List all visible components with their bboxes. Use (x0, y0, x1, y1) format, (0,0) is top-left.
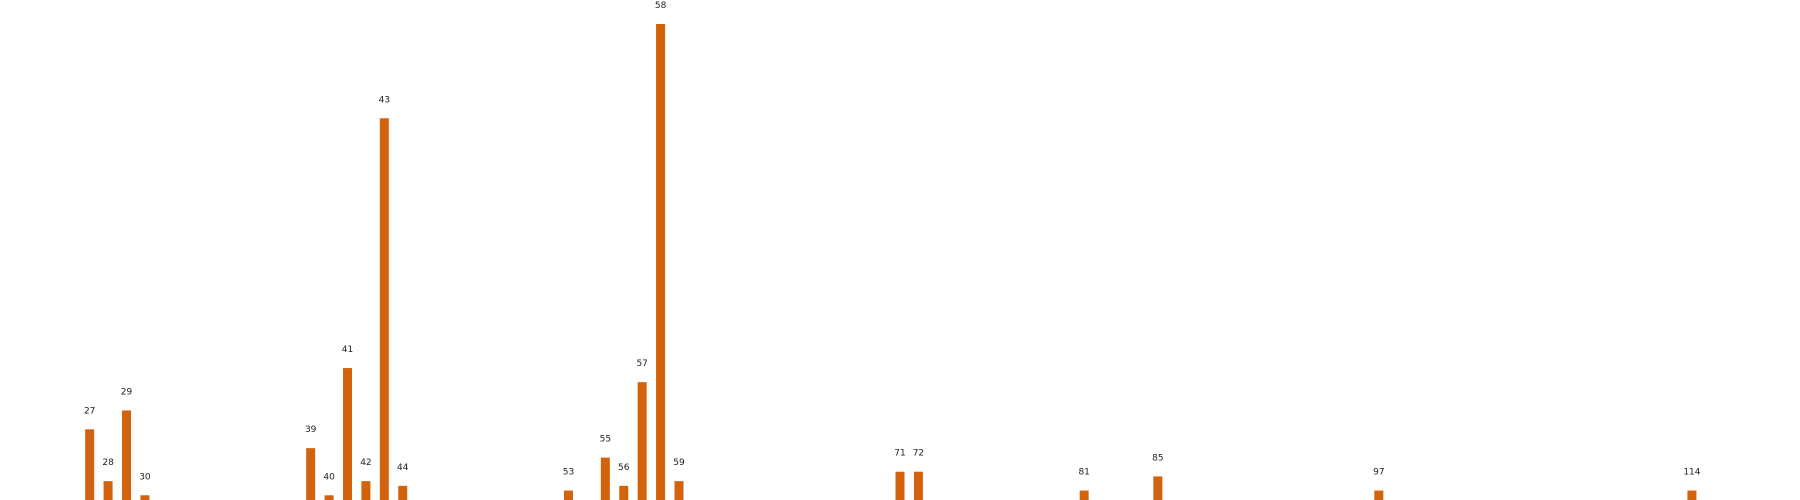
bar-56 (619, 485, 629, 500)
bar-label-40: 40 (323, 472, 335, 482)
bar-label-55: 55 (600, 435, 611, 445)
bar-label-97: 97 (1373, 468, 1384, 478)
bar-39 (306, 448, 316, 500)
bar-label-85: 85 (1152, 453, 1163, 463)
bar-label-53: 53 (563, 468, 574, 478)
bar-label-44: 44 (397, 463, 409, 473)
bar-81 (1079, 490, 1089, 500)
bar-label-29: 29 (121, 387, 133, 397)
bar-label-43: 43 (379, 95, 390, 105)
bar-label-58: 58 (655, 1, 667, 11)
bar-27 (85, 429, 95, 500)
bar-label-71: 71 (894, 449, 905, 459)
bar-label-27: 27 (84, 406, 95, 416)
bar-label-72: 72 (913, 449, 924, 459)
bar-55 (600, 457, 610, 500)
bar-29 (122, 410, 131, 500)
bar-53 (564, 490, 573, 500)
bar-43 (379, 118, 389, 500)
bar-97 (1374, 490, 1384, 500)
bar-label-81: 81 (1078, 468, 1089, 478)
bar-59 (674, 481, 684, 500)
bar-28 (103, 481, 113, 500)
bar-41 (343, 368, 352, 500)
bar-57 (637, 382, 647, 500)
bar-72 (913, 471, 923, 500)
bar-114 (1687, 490, 1697, 500)
bar-42 (361, 481, 371, 500)
bar-label-30: 30 (139, 472, 151, 482)
bar-58 (656, 24, 666, 500)
bar-40 (324, 495, 334, 500)
bar-71 (895, 471, 905, 500)
bar-label-59: 59 (673, 458, 685, 468)
bar-label-28: 28 (102, 458, 114, 468)
bar-85 (1153, 476, 1163, 500)
bar-label-41: 41 (342, 345, 353, 355)
bar-label-57: 57 (636, 359, 647, 369)
bars-group (85, 24, 1697, 500)
bar-label-114: 114 (1683, 468, 1700, 478)
bar-44 (398, 485, 408, 500)
bar-30 (140, 495, 150, 500)
bar-labels-group: 27 28 29 30 39 40 41 42 43 44 53 55 56 57 58 59 71 72 81 85… (84, 1, 1701, 482)
bar-label-56: 56 (618, 463, 630, 473)
bar-label-39: 39 (305, 425, 317, 435)
bar-label-42: 42 (360, 458, 371, 468)
